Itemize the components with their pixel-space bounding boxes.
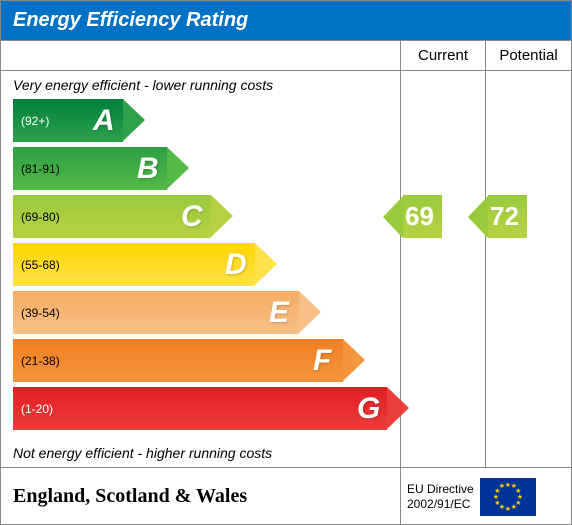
band-A: (92+) A bbox=[13, 99, 400, 142]
band-range: (55-68) bbox=[21, 258, 60, 272]
band-body bbox=[13, 387, 387, 430]
header-potential: Potential bbox=[486, 41, 571, 70]
band-range: (69-80) bbox=[21, 210, 60, 224]
arrow-tip-icon bbox=[383, 196, 403, 238]
eu-flag-icon: ★★★★★★★★★★★★ bbox=[480, 478, 536, 516]
bars-wrap: (92+) A (81-91) B (69-80) C (55-68) D (39-54) E (2… bbox=[13, 99, 400, 435]
arrow-value: 69 bbox=[403, 195, 442, 238]
current-rating-arrow: 69 bbox=[383, 195, 442, 238]
band-G: (1-20) G bbox=[13, 387, 400, 430]
band-range: (92+) bbox=[21, 114, 49, 128]
footer-right: EU Directive 2002/91/EC ★★★★★★★★★★★★ bbox=[401, 468, 571, 525]
band-letter: B bbox=[137, 152, 159, 186]
directive-text: EU Directive 2002/91/EC bbox=[407, 482, 474, 511]
star-icon: ★ bbox=[499, 482, 505, 490]
band-letter: F bbox=[313, 344, 331, 378]
band-C: (69-80) C bbox=[13, 195, 400, 238]
star-icon: ★ bbox=[511, 503, 517, 511]
title-bar: Energy Efficiency Rating bbox=[1, 1, 571, 41]
potential-rating-arrow: 72 bbox=[468, 195, 527, 238]
band-range: (1-20) bbox=[21, 402, 53, 416]
header-spacer bbox=[1, 41, 401, 70]
arrow-tip-icon bbox=[468, 196, 488, 238]
chevron-right-icon bbox=[167, 147, 189, 189]
band-letter: G bbox=[357, 392, 380, 426]
band-F: (21-38) F bbox=[13, 339, 400, 382]
current-column: 69 bbox=[401, 71, 486, 467]
band-range: (81-91) bbox=[21, 162, 60, 176]
directive-line2: 2002/91/EC bbox=[407, 497, 474, 511]
band-range: (39-54) bbox=[21, 306, 60, 320]
footer-region: England, Scotland & Wales bbox=[1, 468, 401, 525]
chevron-right-icon bbox=[123, 99, 145, 141]
caption-bottom: Not energy efficient - higher running co… bbox=[1, 445, 272, 461]
chart-column: Very energy efficient - lower running co… bbox=[1, 71, 401, 467]
chevron-right-icon bbox=[299, 291, 321, 333]
star-icon: ★ bbox=[505, 505, 511, 513]
band-B: (81-91) B bbox=[13, 147, 400, 190]
directive-line1: EU Directive bbox=[407, 482, 474, 496]
footer-row: England, Scotland & Wales EU Directive 2… bbox=[1, 467, 571, 525]
main-row: Very energy efficient - lower running co… bbox=[1, 71, 571, 467]
epc-chart: Energy Efficiency Rating Current Potenti… bbox=[0, 0, 572, 525]
band-letter: A bbox=[93, 104, 115, 138]
chevron-right-icon bbox=[343, 339, 365, 381]
arrow-value: 72 bbox=[488, 195, 527, 238]
caption-top: Very energy efficient - lower running co… bbox=[1, 77, 273, 93]
band-letter: D bbox=[225, 248, 247, 282]
band-E: (39-54) E bbox=[13, 291, 400, 334]
chevron-right-icon bbox=[211, 195, 233, 237]
potential-column: 72 bbox=[486, 71, 571, 467]
band-body bbox=[13, 339, 343, 382]
chevron-right-icon bbox=[255, 243, 277, 285]
header-row: Current Potential bbox=[1, 41, 571, 71]
band-D: (55-68) D bbox=[13, 243, 400, 286]
band-letter: C bbox=[181, 200, 203, 234]
header-current: Current bbox=[401, 41, 486, 70]
band-letter: E bbox=[269, 296, 289, 330]
band-range: (21-38) bbox=[21, 354, 60, 368]
